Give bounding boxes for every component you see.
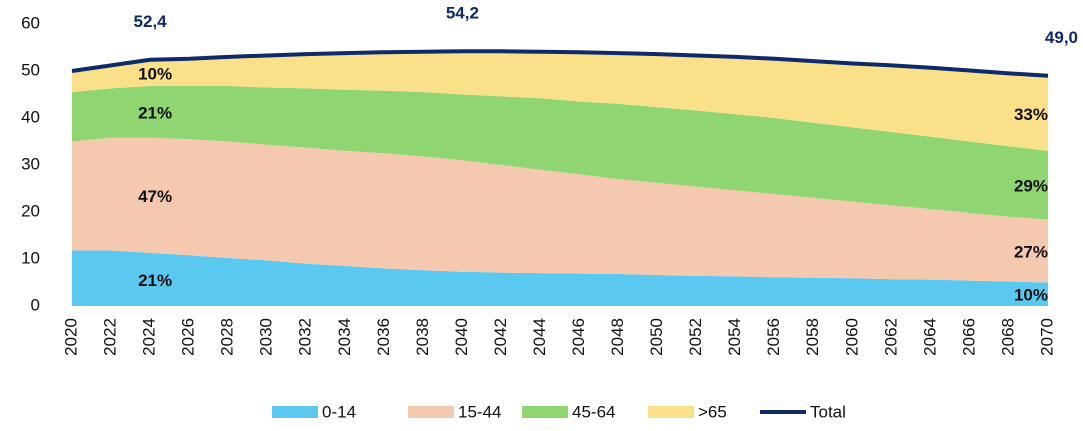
area: [72, 137, 1048, 283]
x-tick-label: 2024: [140, 318, 159, 356]
x-tick-label: 2058: [803, 318, 822, 356]
y-tick-label: 50: [21, 60, 40, 79]
legend-label: >65: [698, 402, 727, 421]
x-tick-label: 2044: [530, 318, 549, 356]
area-label: 10%: [138, 64, 172, 83]
y-tick-label: 40: [21, 107, 40, 126]
area-label: 21%: [138, 103, 172, 122]
legend-swatch: [272, 406, 318, 418]
x-tick-label: 2062: [881, 318, 900, 356]
x-tick-label: 2048: [608, 318, 627, 356]
area-label: 47%: [138, 187, 172, 206]
x-tick-label: 2040: [452, 318, 471, 356]
y-tick-label: 0: [31, 295, 40, 314]
x-tick-label: 2032: [296, 318, 315, 356]
x-tick-label: 2030: [257, 318, 276, 356]
y-tick-label: 20: [21, 201, 40, 220]
legend-label: 0-14: [322, 402, 356, 421]
x-tick-label: 2020: [61, 318, 80, 356]
y-tick-label: 30: [21, 154, 40, 173]
x-tick-label: 2026: [179, 318, 198, 356]
area-label: 29%: [1014, 177, 1048, 196]
x-tick-label: 2042: [491, 318, 510, 356]
x-tick-label: 2064: [920, 318, 939, 356]
x-tick-label: 2022: [101, 318, 120, 356]
y-tick-label: 10: [21, 248, 40, 267]
x-tick-label: 2054: [725, 318, 744, 356]
legend-swatch: [408, 406, 454, 418]
x-tick-label: 2046: [569, 318, 588, 356]
area: [72, 250, 1048, 306]
total-label: 54,2: [446, 4, 479, 23]
legend-swatch: [648, 406, 694, 418]
area-label: 33%: [1014, 105, 1048, 124]
x-tick-label: 2034: [335, 318, 354, 356]
area: [72, 51, 1048, 151]
legend-swatch: [522, 406, 568, 418]
x-tick-label: 2038: [413, 318, 432, 356]
legend-label: Total: [810, 402, 846, 421]
area: [72, 86, 1048, 220]
x-tick-label: 2070: [1037, 318, 1056, 356]
legend-label: 45-64: [572, 402, 615, 421]
x-tick-label: 2056: [764, 318, 783, 356]
legend-label: 15-44: [458, 402, 501, 421]
x-tick-label: 2036: [374, 318, 393, 356]
x-tick-label: 2050: [647, 318, 666, 356]
area-label: 10%: [1014, 286, 1048, 305]
x-tick-label: 2066: [959, 318, 978, 356]
x-tick-label: 2052: [686, 318, 705, 356]
total-label: 52,4: [134, 12, 168, 31]
x-tick-label: 2068: [998, 318, 1017, 356]
x-tick-label: 2028: [218, 318, 237, 356]
total-line: [71, 49, 1049, 78]
x-tick-label: 2060: [842, 318, 861, 356]
area-label: 21%: [138, 271, 172, 290]
total-label: 49,0: [1045, 28, 1078, 47]
y-tick-label: 60: [21, 13, 40, 32]
area-label: 27%: [1014, 242, 1048, 261]
